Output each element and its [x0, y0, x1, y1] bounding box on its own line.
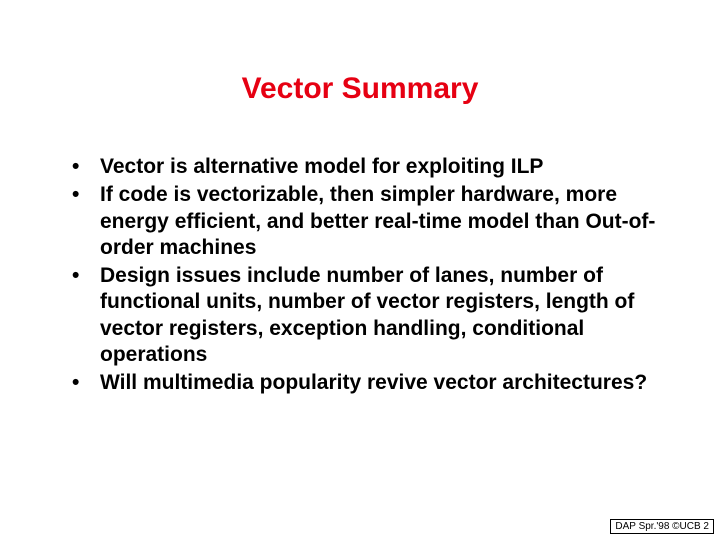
bullet-icon: • — [72, 263, 100, 289]
bullet-text: Design issues include number of lanes, n… — [100, 263, 660, 368]
bullet-text: If code is vectorizable, then simpler ha… — [100, 182, 660, 261]
bullet-text: Will multimedia popularity revive vector… — [100, 370, 660, 396]
bullet-text: Vector is alternative model for exploiti… — [100, 154, 660, 180]
footer-label: DAP Spr.'98 ©UCB 2 — [610, 519, 714, 534]
bullet-list: • Vector is alternative model for exploi… — [0, 154, 720, 396]
bullet-icon: • — [72, 370, 100, 396]
slide-title: Vector Summary — [0, 72, 720, 106]
bullet-icon: • — [72, 182, 100, 208]
slide: Vector Summary • Vector is alternative m… — [0, 0, 720, 540]
list-item: • Will multimedia popularity revive vect… — [72, 370, 660, 396]
bullet-icon: • — [72, 154, 100, 180]
list-item: • If code is vectorizable, then simpler … — [72, 182, 660, 261]
list-item: • Vector is alternative model for exploi… — [72, 154, 660, 180]
list-item: • Design issues include number of lanes,… — [72, 263, 660, 368]
